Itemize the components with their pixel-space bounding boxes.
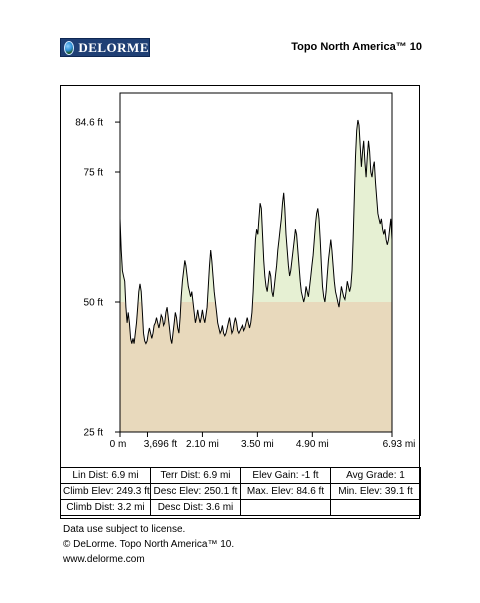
stats-cell: [240, 499, 331, 516]
x-tick-label: 6.93 mi: [383, 439, 416, 450]
footer: Data use subject to license. © DeLorme. …: [63, 522, 234, 567]
license-text: Data use subject to license.: [63, 524, 186, 535]
y-tick-label: 84.6 ft: [75, 118, 103, 129]
area-above-baseline: [120, 120, 392, 302]
x-tick-label: 3,696 ft: [144, 439, 178, 450]
y-tick-label: 25 ft: [84, 428, 104, 439]
logo-text: DELORME: [78, 39, 149, 55]
elevation-profile-chart: 84.6 ft 75 ft 50 ft 25 ft 0 m 3,696 ft 2.10 mi…: [75, 92, 416, 450]
stats-cell: Terr Dist: 6.9 mi: [150, 467, 241, 484]
stats-cell: Climb Elev: 249.3 ft: [60, 483, 151, 500]
stats-cell: Max. Elev: 84.6 ft: [240, 483, 331, 500]
x-tick-label: 3.50 mi: [241, 439, 274, 450]
globe-icon: [64, 40, 75, 55]
y-tick-label: 50 ft: [84, 298, 104, 309]
profile-line: [119, 119, 393, 345]
stats-row: Climb Dist: 3.2 mi Desc Dist: 3.6 mi: [60, 499, 421, 516]
stats-cell: Elev Gain: -1 ft: [240, 467, 331, 484]
x-tick-label: 4.90 mi: [296, 439, 329, 450]
stats-cell: Avg Grade: 1: [330, 467, 421, 484]
stats-cell: Climb Dist: 3.2 mi: [60, 499, 151, 516]
stats-cell: Desc Dist: 3.6 mi: [150, 499, 241, 516]
stats-row: Lin Dist: 6.9 mi Terr Dist: 6.9 mi Elev Ga…: [60, 467, 421, 484]
y-tick-label: 75 ft: [84, 168, 104, 179]
stats-cell: Min. Elev: 39.1 ft: [330, 483, 421, 500]
x-tick-label: 0 m: [110, 439, 127, 450]
website-link[interactable]: www.delorme.com: [63, 554, 145, 565]
delorme-logo: DELORME: [60, 38, 150, 57]
stats-table: Lin Dist: 6.9 mi Terr Dist: 6.9 mi Elev Ga…: [60, 467, 421, 516]
stats-cell: Lin Dist: 6.9 mi: [60, 467, 151, 484]
profile-frame: [60, 85, 420, 519]
stats-cell: Desc Elev: 250.1 ft: [150, 483, 241, 500]
copyright-text: © DeLorme. Topo North America™ 10.: [63, 539, 235, 550]
plot-area: [119, 92, 393, 433]
stats-cell: [330, 499, 421, 516]
x-tick-label: 2.10 mi: [186, 439, 219, 450]
product-title: Topo North America™ 10: [291, 41, 422, 53]
stats-row: Climb Elev: 249.3 ft Desc Elev: 250.1 ft M…: [60, 483, 421, 500]
area-below-baseline: [120, 302, 392, 432]
